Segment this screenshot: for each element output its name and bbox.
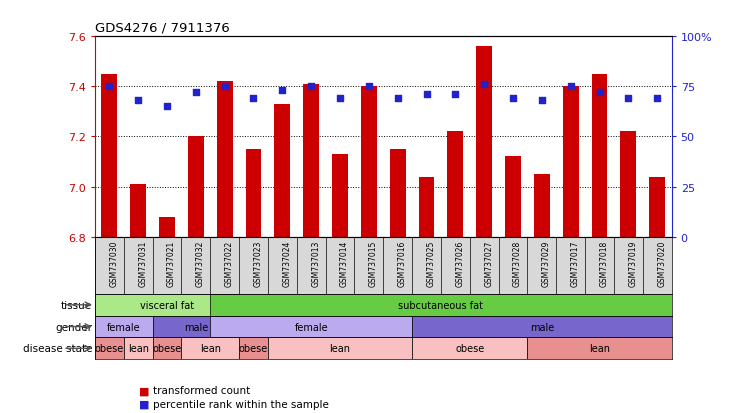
- Bar: [159, 217, 175, 237]
- Bar: [153, 337, 182, 359]
- Bar: [239, 337, 268, 359]
- Text: subcutaneous fat: subcutaneous fat: [399, 300, 483, 310]
- Point: [247, 96, 259, 102]
- Text: male: male: [530, 322, 554, 332]
- Text: GSM737030: GSM737030: [110, 240, 118, 286]
- Text: GSM737032: GSM737032: [196, 240, 205, 286]
- Text: male: male: [184, 322, 208, 332]
- Text: GSM737023: GSM737023: [253, 240, 263, 286]
- Point: [478, 82, 490, 88]
- Bar: [188, 137, 204, 237]
- Bar: [534, 175, 550, 237]
- Bar: [649, 177, 665, 237]
- Point: [623, 96, 634, 102]
- Text: obese: obese: [455, 344, 485, 354]
- Point: [651, 96, 663, 102]
- Point: [305, 84, 317, 90]
- Text: GDS4276 / 7911376: GDS4276 / 7911376: [95, 21, 230, 34]
- Bar: [274, 104, 291, 237]
- Text: lean: lean: [200, 344, 220, 354]
- Text: GSM737027: GSM737027: [484, 240, 493, 286]
- Point: [104, 84, 115, 90]
- Bar: [620, 132, 637, 237]
- Bar: [210, 294, 672, 316]
- Text: visceral fat: visceral fat: [140, 300, 194, 310]
- Bar: [447, 132, 464, 237]
- Text: GSM737028: GSM737028: [513, 240, 522, 286]
- Text: GSM737014: GSM737014: [340, 240, 349, 286]
- Text: ■: ■: [139, 399, 149, 409]
- Text: percentile rank within the sample: percentile rank within the sample: [153, 399, 329, 409]
- Text: gender: gender: [55, 322, 92, 332]
- Text: ■: ■: [139, 385, 149, 395]
- Bar: [476, 47, 492, 237]
- Text: transformed count: transformed count: [153, 385, 250, 395]
- Bar: [95, 337, 124, 359]
- Text: GSM737016: GSM737016: [398, 240, 407, 286]
- Text: tissue: tissue: [61, 300, 92, 310]
- Point: [536, 98, 548, 104]
- Text: obese: obese: [153, 344, 182, 354]
- Text: lean: lean: [128, 344, 149, 354]
- Bar: [361, 87, 377, 237]
- Point: [277, 88, 288, 95]
- Bar: [591, 75, 607, 237]
- Bar: [182, 337, 239, 359]
- Bar: [390, 150, 406, 237]
- Text: GSM737018: GSM737018: [599, 240, 609, 286]
- Bar: [528, 337, 672, 359]
- Point: [593, 90, 605, 97]
- Bar: [412, 316, 672, 337]
- Text: GSM737015: GSM737015: [369, 240, 378, 286]
- Text: GSM737021: GSM737021: [167, 240, 176, 286]
- Point: [507, 96, 519, 102]
- Bar: [412, 337, 528, 359]
- Point: [450, 92, 461, 98]
- Text: GSM737026: GSM737026: [456, 240, 464, 286]
- Text: GSM737017: GSM737017: [571, 240, 580, 286]
- Bar: [130, 185, 146, 237]
- Text: GSM737031: GSM737031: [138, 240, 147, 286]
- Bar: [332, 154, 348, 237]
- Point: [132, 98, 144, 104]
- Text: GSM737019: GSM737019: [629, 240, 637, 286]
- Bar: [95, 316, 153, 337]
- Text: female: female: [294, 322, 328, 332]
- Text: female: female: [107, 322, 141, 332]
- Point: [565, 84, 577, 90]
- Bar: [95, 294, 239, 316]
- Point: [334, 96, 346, 102]
- Text: GSM737025: GSM737025: [426, 240, 436, 286]
- Bar: [505, 157, 521, 237]
- Text: disease state: disease state: [23, 344, 92, 354]
- Bar: [245, 150, 261, 237]
- Point: [219, 84, 231, 90]
- Point: [161, 104, 173, 110]
- Point: [363, 84, 374, 90]
- Bar: [217, 82, 233, 237]
- Text: GSM737029: GSM737029: [542, 240, 551, 286]
- Text: GSM737022: GSM737022: [225, 240, 234, 286]
- Text: GSM737024: GSM737024: [283, 240, 291, 286]
- Bar: [101, 75, 118, 237]
- Text: obese: obese: [239, 344, 268, 354]
- Bar: [153, 316, 239, 337]
- Bar: [563, 87, 579, 237]
- Text: obese: obese: [95, 344, 124, 354]
- Bar: [210, 316, 412, 337]
- Point: [392, 96, 404, 102]
- Bar: [268, 337, 412, 359]
- Point: [190, 90, 201, 97]
- Bar: [303, 85, 319, 237]
- Point: [420, 92, 432, 98]
- Text: GSM737013: GSM737013: [311, 240, 320, 286]
- Bar: [418, 177, 434, 237]
- Text: lean: lean: [589, 344, 610, 354]
- Text: GSM737020: GSM737020: [657, 240, 666, 286]
- Text: lean: lean: [329, 344, 350, 354]
- Bar: [124, 337, 153, 359]
